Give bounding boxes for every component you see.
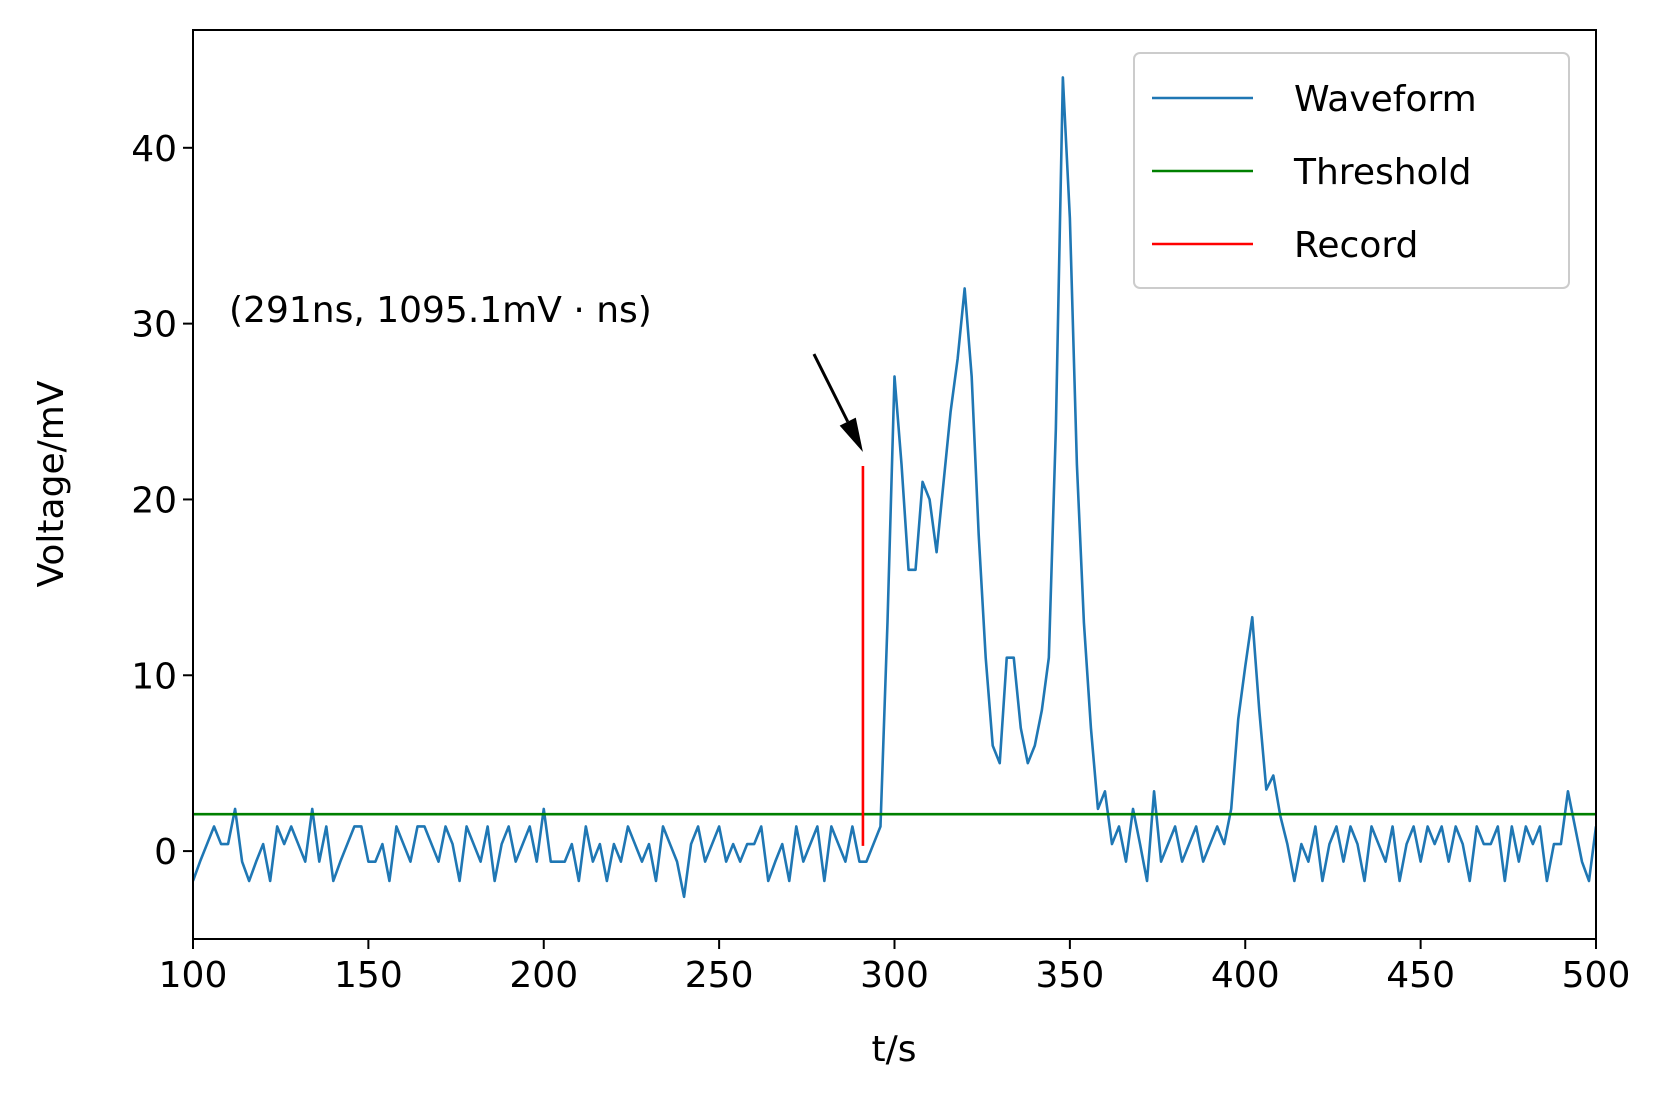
annotation-arrow-shaft xyxy=(812,353,850,423)
x-axis-label: t/s xyxy=(872,1029,917,1070)
annotation: (291ns, 1095.1mV · ns) xyxy=(229,290,652,331)
x-tick-label: 400 xyxy=(1211,955,1280,996)
x-tick-label: 150 xyxy=(334,955,403,996)
x-tick-label: 500 xyxy=(1562,955,1631,996)
legend-label: Waveform xyxy=(1294,79,1477,120)
x-tick-label: 300 xyxy=(860,955,929,996)
legend-label: Record xyxy=(1294,225,1418,266)
x-tick-label: 250 xyxy=(685,955,754,996)
x-tick-label: 350 xyxy=(1036,955,1105,996)
y-tick-label: 30 xyxy=(131,305,177,346)
x-tick-label: 100 xyxy=(159,955,228,996)
y-tick-label: 0 xyxy=(154,832,177,873)
series-line xyxy=(193,76,1596,899)
annotation-arrow-head xyxy=(839,417,863,453)
legend-box xyxy=(1133,52,1570,289)
y-axis-label: Voltage/mV xyxy=(31,380,72,587)
x-tick-label: 200 xyxy=(509,955,578,996)
legend-label: Threshold xyxy=(1293,152,1471,193)
y-tick-label: 10 xyxy=(131,656,177,697)
y-tick-label: 20 xyxy=(131,480,177,521)
y-tick-label: 40 xyxy=(131,129,177,170)
x-tick-label: 450 xyxy=(1386,955,1455,996)
plot-frame xyxy=(192,29,1597,940)
